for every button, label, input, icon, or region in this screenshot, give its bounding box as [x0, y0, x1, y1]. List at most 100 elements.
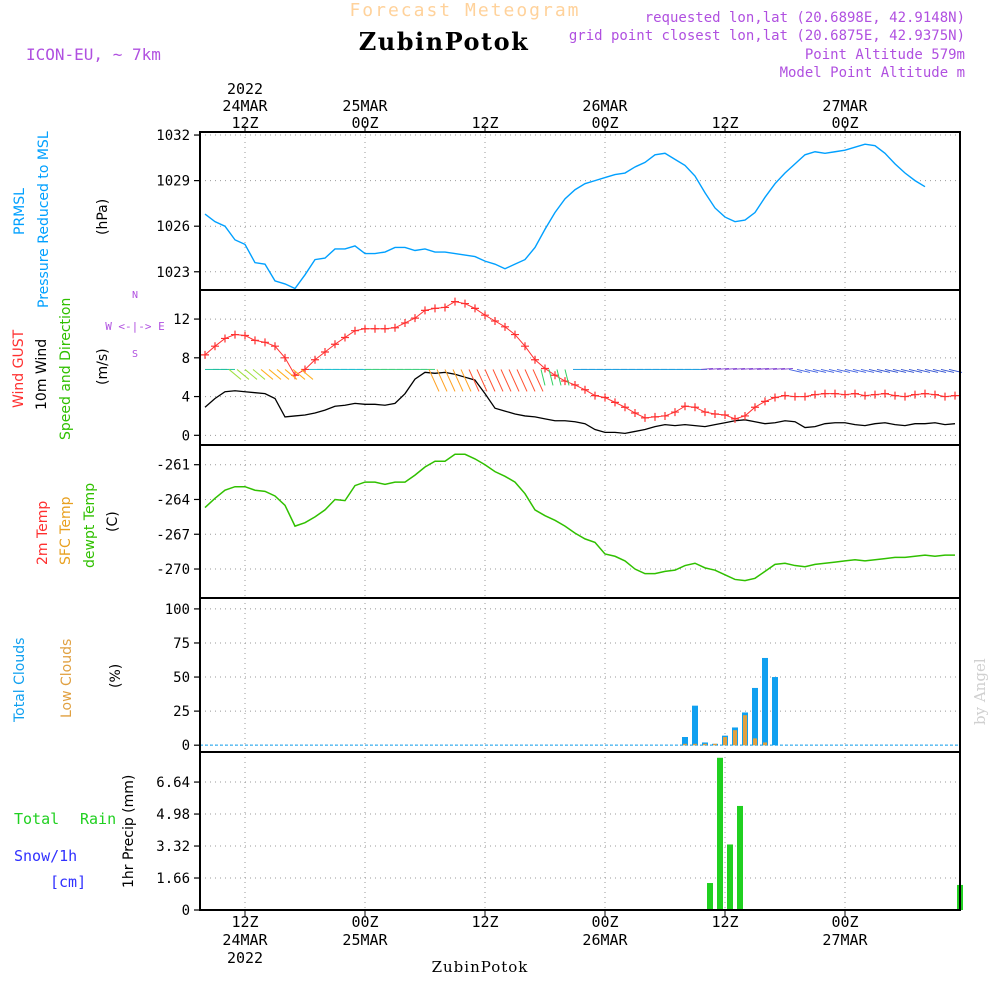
low-cloud-bar [753, 738, 757, 746]
wind-direction-arrow [820, 368, 835, 373]
gust-marker [421, 306, 429, 315]
rain-bar [717, 757, 723, 910]
gust-marker [951, 391, 959, 400]
pressure-ylabel-1: PRMSL [12, 188, 28, 235]
gust-marker [891, 391, 899, 400]
bottom-time-label: 00Z [591, 913, 618, 931]
y-tick-label: -264 [156, 492, 190, 508]
gust-marker [341, 333, 349, 342]
gust-marker [201, 350, 209, 359]
pressure-unit: (hPa) [95, 199, 111, 235]
total-cloud-bar [682, 737, 688, 746]
rain-bar [707, 883, 713, 910]
compass-s: S [132, 349, 138, 360]
gust-marker [921, 389, 929, 398]
snow-label: Snow/1h [14, 847, 77, 865]
precip-unit: 1hr Precip (mm) [121, 775, 137, 888]
bottom-time-label: 2022 [227, 949, 263, 967]
top-time-label: 25MAR [342, 97, 388, 115]
sfc-ylabel: SFC Temp [58, 496, 74, 565]
top-time-label: 12Z [711, 114, 738, 132]
gust-marker [731, 414, 739, 423]
y-tick-label: 25 [173, 704, 190, 720]
gust-marker [511, 330, 519, 339]
dewpt-line [204, 453, 955, 582]
y-tick-label: 100 [165, 602, 190, 618]
gust-marker [521, 342, 529, 351]
gust-marker [591, 391, 599, 400]
y-tick-label: 75 [173, 636, 190, 652]
y-tick-label: 1032 [156, 128, 190, 144]
gust-marker [301, 365, 309, 374]
total-cloud-bar [762, 657, 768, 746]
bottom-time-label: 12Z [711, 913, 738, 931]
gust-marker [281, 353, 289, 362]
wind-unit: (m/s) [95, 348, 111, 385]
wind-direction-arrow [236, 369, 250, 380]
bottom-time-label: 00Z [351, 913, 378, 931]
closest-coords: grid point closest lon,lat (20.6875E, 42… [569, 28, 965, 44]
y-tick-label: 0 [182, 428, 190, 444]
wind-direction-arrow [244, 369, 258, 380]
wind-ylabel: 10m Wind [34, 339, 50, 410]
gust-marker [311, 355, 319, 364]
top-time-label: 12Z [471, 114, 498, 132]
y-tick-label: 8 [182, 351, 190, 367]
bottom-time-label: 27MAR [822, 931, 868, 949]
gust-marker [331, 340, 339, 349]
gust-marker [571, 380, 579, 389]
gust-ylabel: Wind GUST [11, 329, 27, 408]
gust-marker [361, 324, 369, 333]
pressure-panel-frame [199, 131, 961, 291]
gust-marker [321, 348, 329, 356]
wind-direction-arrow [788, 368, 803, 373]
model-altitude: Model Point Altitude m [780, 65, 965, 81]
wind-direction-arrow [532, 369, 544, 392]
gust-marker [751, 403, 759, 412]
y-tick-label: 1029 [156, 174, 190, 190]
snow-unit-label: [cm] [50, 873, 86, 891]
low-cloud-bar [693, 743, 697, 746]
gust-marker [821, 389, 829, 398]
low-cloud-ylabel: Low Clouds [59, 639, 75, 718]
requested-coords: requested lon,lat (20.6898E, 42.9148N) [645, 10, 965, 26]
gust-marker [271, 342, 279, 351]
rain-bar [737, 805, 743, 910]
gust-marker [401, 318, 409, 327]
bottom-time-label: 25MAR [342, 931, 388, 949]
gust-marker [241, 331, 249, 340]
wind-direction-arrow [740, 367, 754, 370]
y-tick-label: 6.64 [156, 775, 190, 791]
wind-direction-arrow [852, 368, 867, 373]
wind-direction-arrow [804, 368, 819, 373]
gust-marker [721, 410, 729, 419]
gust-marker [481, 311, 489, 320]
wind-direction-arrow [764, 367, 778, 370]
low-cloud-bar [733, 730, 737, 746]
gust-marker [261, 338, 269, 347]
gust-marker [861, 391, 869, 400]
wind-direction-arrow [228, 369, 242, 380]
bottom-time-label: 24MAR [222, 931, 268, 949]
gust-marker [691, 403, 699, 412]
top-time-label: 2022 [227, 80, 263, 98]
wind-direction-arrow [932, 368, 947, 373]
gust-marker [791, 392, 799, 401]
wind-direction-arrow [812, 368, 827, 373]
wind-direction-arrow [428, 369, 440, 392]
low-cloud-bar [723, 737, 727, 746]
wind-direction-arrow [748, 367, 762, 370]
model-label: ICON-EU, ~ 7km [26, 45, 161, 64]
wind-direction-arrow [860, 368, 875, 373]
wind-direction-arrow [540, 369, 546, 386]
gust-line [204, 301, 956, 420]
y-tick-label: 1.66 [156, 871, 190, 887]
total-cloud-bar [752, 687, 758, 746]
wind-direction-arrow [892, 368, 907, 373]
gust-marker [351, 326, 359, 335]
top-time-label: 00Z [351, 114, 378, 132]
gust-marker [501, 322, 509, 331]
gust-marker [941, 392, 949, 401]
wind-direction-arrow [772, 367, 786, 370]
